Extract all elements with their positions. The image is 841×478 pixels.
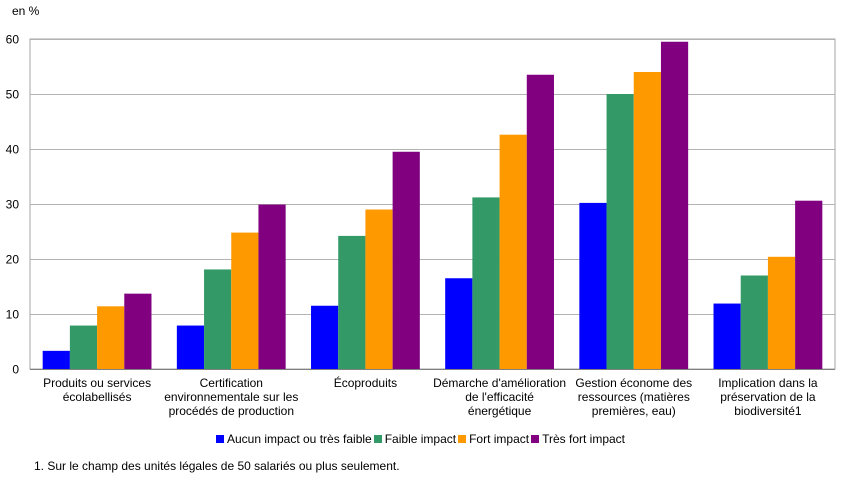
bar-1-4 [445, 278, 473, 369]
legend-item-1: Aucun impact ou très faible [215, 432, 372, 446]
y-tick-label: 50 [6, 88, 20, 102]
legend: Aucun impact ou très faible Faible impact… [0, 432, 841, 446]
bar-3-5 [633, 72, 661, 369]
legend-label: Fort impact [469, 432, 530, 446]
bar-1-5 [579, 202, 607, 369]
bar-2-5 [606, 94, 634, 369]
bar-3-3 [365, 209, 393, 369]
legend-swatch [531, 435, 540, 443]
bar-4-5 [660, 41, 689, 369]
x-category-label: Écoproduits [334, 375, 397, 390]
y-tick-label: 0 [12, 363, 19, 377]
footnote: 1. Sur le champ des unités légales de 50… [34, 459, 400, 473]
bar-chart: 0 10 20 30 40 50 60 Produits ou services écolabe… [6, 33, 836, 418]
bar-4-4 [526, 74, 554, 369]
legend-swatch [458, 435, 467, 443]
bar-3-1 [97, 306, 125, 369]
x-category-label: Gestion économe des ressources (matières p… [575, 376, 692, 418]
bar-3-2 [231, 232, 259, 369]
bar-2-2 [204, 269, 232, 369]
bar-1-3 [311, 305, 339, 369]
legend-label: Faible impact [384, 432, 457, 446]
bar-2-4 [472, 197, 500, 369]
y-tick-label: 30 [6, 198, 20, 212]
y-tick-label: 10 [6, 308, 20, 322]
bar-1-1 [42, 350, 70, 369]
legend-item-2: Faible impact [373, 432, 457, 446]
y-tick-label: 40 [6, 143, 20, 157]
bar-3-4 [499, 134, 527, 369]
bar-1-6 [713, 303, 741, 369]
legend-label: Très fort impact [542, 432, 626, 446]
y-tick-label: 20 [6, 253, 20, 267]
bar-2-1 [69, 325, 98, 369]
bar-4-3 [392, 151, 420, 369]
legend-swatch [215, 435, 224, 443]
bar-4-6 [795, 200, 823, 369]
legend-label: Aucun impact ou très faible [226, 432, 372, 446]
x-category-label: Produits ou services écolabellisés [43, 376, 151, 404]
bar-2-3 [338, 235, 366, 369]
legend-item-4: Très fort impact [531, 432, 625, 446]
x-category-label: Démarche d'amélioration de l'efficacité én… [433, 376, 566, 418]
legend-item-3: Fort impact [458, 432, 529, 446]
bar-3-6 [767, 256, 796, 369]
x-category-label: Certification environnementale sur les pro… [164, 376, 298, 418]
bar-1-2 [176, 325, 205, 369]
bar-2-6 [740, 275, 768, 369]
y-tick-label: 60 [6, 33, 20, 47]
bar-4-1 [124, 293, 152, 369]
x-category-label: Implication dans la préservation de la bio… [718, 376, 818, 418]
y-axis-unit-label: en % [12, 4, 40, 18]
bar-4-2 [258, 204, 286, 369]
legend-swatch [373, 435, 382, 443]
